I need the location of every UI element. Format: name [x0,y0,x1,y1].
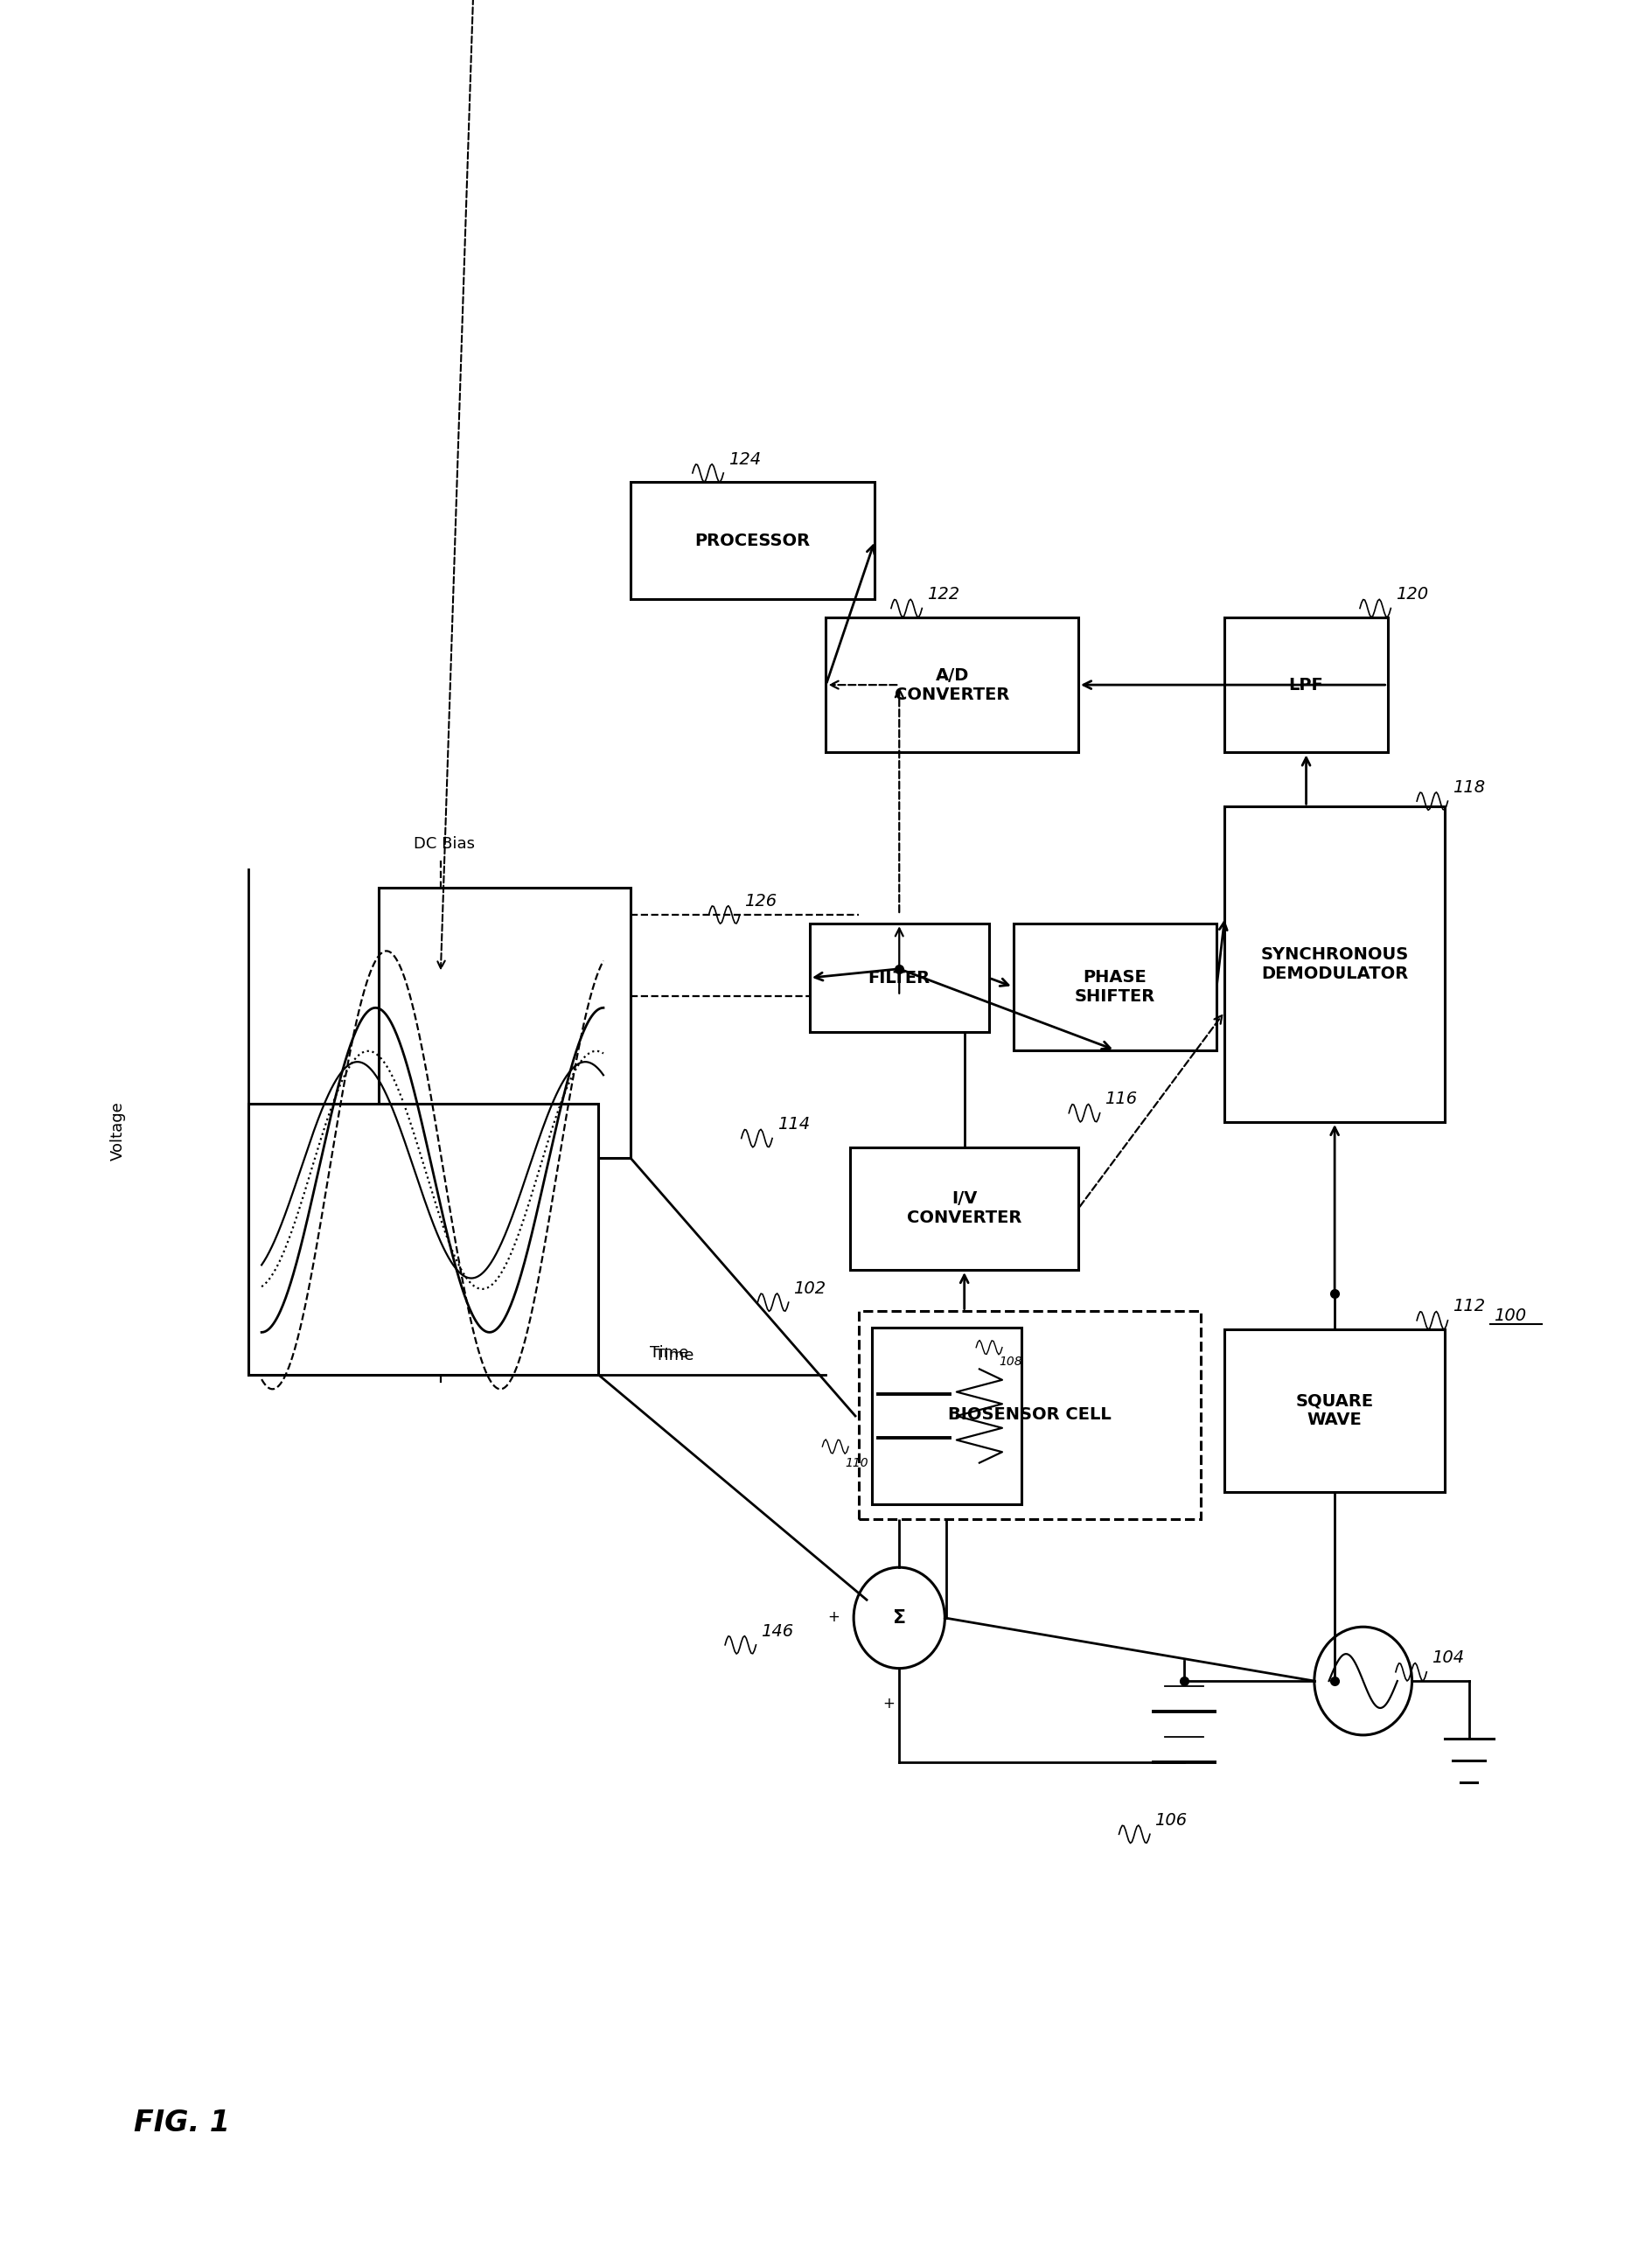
Text: Time: Time [656,1349,694,1365]
Text: A/D
CONVERTER: A/D CONVERTER [895,667,1009,703]
Text: 118: 118 [1452,779,1485,795]
Bar [378,887,631,1158]
Text: FIG. 1: FIG. 1 [134,2108,230,2137]
Text: SQUARE
WAVE: SQUARE WAVE [1295,1392,1373,1428]
Text: SYNCHRONOUS
DEMODULATOR: SYNCHRONOUS DEMODULATOR [1260,946,1409,982]
Text: PROCESSOR: PROCESSOR [695,531,811,549]
Bar [1224,806,1444,1121]
Text: DC Bias: DC Bias [413,835,474,851]
Text: I/V
CONVERTER: I/V CONVERTER [907,1191,1023,1227]
Text: 146: 146 [762,1624,793,1639]
Text: 102: 102 [793,1279,826,1297]
Bar [1013,923,1216,1049]
Bar [851,1146,1079,1270]
Text: BIOSENSOR CELL: BIOSENSOR CELL [948,1408,1112,1423]
Text: LPF: LPF [1289,676,1323,694]
Bar [809,923,990,1031]
Bar [872,1329,1021,1504]
Text: 108: 108 [999,1356,1023,1367]
Text: 126: 126 [745,892,776,910]
Text: +: + [828,1610,839,1626]
Text: 124: 124 [729,450,762,468]
Bar [826,617,1079,752]
Bar [859,1311,1201,1518]
Text: 122: 122 [927,586,960,604]
Text: PHASE
SHIFTER: PHASE SHIFTER [1074,968,1155,1004]
Text: 104: 104 [1432,1651,1464,1666]
Text: Voltage: Voltage [111,1101,126,1160]
Text: 112: 112 [1452,1297,1485,1315]
Bar [1224,1329,1444,1491]
Text: 116: 116 [1105,1090,1137,1108]
Text: +: + [882,1696,895,1712]
Text: 114: 114 [776,1117,809,1133]
Bar [248,1103,598,1374]
Text: Time: Time [651,1344,689,1360]
Text: Σ: Σ [892,1610,905,1626]
Text: FILTER: FILTER [869,971,930,986]
Bar [1224,617,1388,752]
Text: 106: 106 [1155,1813,1188,1829]
Text: 110: 110 [846,1457,869,1468]
Bar [631,482,876,599]
Text: 120: 120 [1396,586,1429,604]
Text: 100: 100 [1493,1306,1526,1324]
